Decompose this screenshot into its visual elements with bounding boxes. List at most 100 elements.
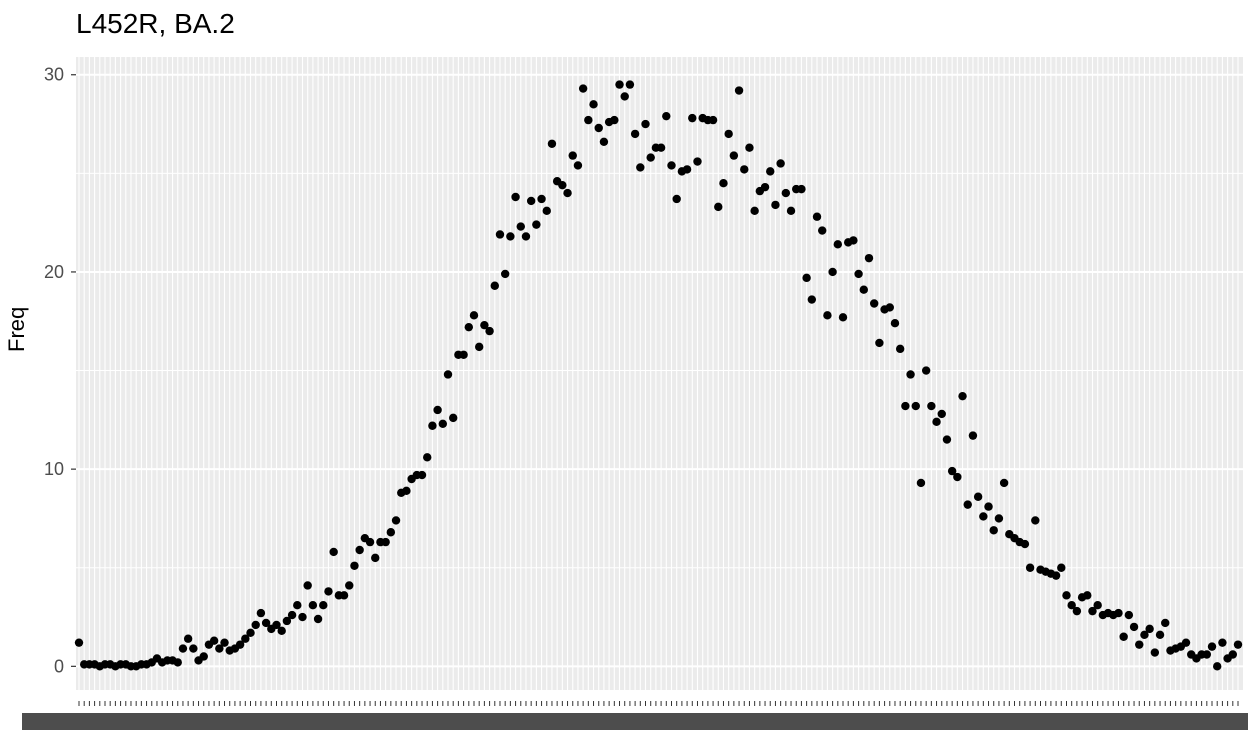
- data-point: [1155, 630, 1165, 639]
- data-point: [807, 295, 817, 304]
- data-point: [740, 165, 749, 174]
- y-tick-label: 30: [44, 65, 64, 85]
- data-point: [183, 634, 193, 643]
- data-point: [979, 512, 988, 521]
- data-point: [74, 638, 84, 647]
- y-tick-label: 20: [44, 262, 64, 282]
- data-point: [220, 638, 229, 647]
- data-point: [459, 350, 468, 359]
- data-point: [449, 413, 458, 423]
- data-point: [558, 180, 567, 190]
- data-point: [895, 344, 905, 354]
- data-point: [589, 100, 598, 109]
- data-point: [1088, 606, 1097, 616]
- data-point: [402, 486, 411, 496]
- data-point: [1233, 640, 1243, 649]
- data-point: [682, 165, 692, 174]
- data-point: [999, 478, 1009, 488]
- data-point: [719, 179, 728, 188]
- data-point: [1202, 650, 1212, 659]
- data-point: [199, 652, 208, 661]
- data-point: [953, 472, 962, 482]
- data-point: [599, 137, 609, 146]
- y-tick-label: 0: [54, 656, 64, 676]
- data-point: [282, 616, 292, 626]
- data-point: [812, 212, 822, 221]
- data-point: [708, 115, 718, 125]
- data-point: [500, 269, 510, 279]
- data-point: [480, 320, 489, 330]
- data-point: [838, 313, 848, 322]
- data-point: [818, 226, 827, 235]
- data-point: [968, 431, 978, 440]
- data-point: [516, 222, 525, 231]
- data-point: [298, 612, 307, 622]
- data-point: [1140, 630, 1149, 639]
- data-point: [869, 299, 879, 308]
- data-point: [1135, 640, 1144, 649]
- data-point: [864, 253, 874, 263]
- data-point: [958, 391, 967, 401]
- data-point: [256, 608, 266, 618]
- y-tick-label: 10: [44, 459, 64, 479]
- data-point: [350, 561, 359, 570]
- data-point: [859, 285, 868, 294]
- data-point: [766, 167, 775, 176]
- data-point: [630, 129, 640, 139]
- data-point: [916, 478, 926, 488]
- data-point: [355, 545, 364, 555]
- data-point: [781, 188, 791, 198]
- data-point: [823, 311, 832, 320]
- data-point: [573, 161, 583, 170]
- data-point: [714, 202, 723, 212]
- data-point: [656, 143, 666, 152]
- data-point: [506, 232, 515, 241]
- data-point: [1020, 539, 1030, 549]
- data-point: [1119, 632, 1128, 641]
- data-point: [578, 84, 588, 93]
- data-point: [942, 435, 952, 444]
- data-point: [1129, 622, 1139, 632]
- data-point: [215, 644, 224, 653]
- data-point: [646, 153, 655, 162]
- data-point: [386, 528, 396, 537]
- data-point: [610, 115, 619, 125]
- data-point: [235, 640, 245, 649]
- data-point: [324, 587, 333, 596]
- data-point: [1062, 591, 1071, 600]
- data-point: [428, 421, 437, 430]
- data-point: [568, 151, 577, 160]
- data-point: [620, 92, 629, 101]
- data-point: [911, 401, 920, 411]
- data-point: [433, 405, 442, 415]
- data-point: [1083, 591, 1092, 600]
- data-point: [875, 338, 884, 348]
- data-point: [625, 80, 635, 89]
- data-point: [797, 184, 806, 194]
- data-point: [1181, 638, 1191, 647]
- x-tick-labels-overlap: [22, 713, 1248, 730]
- data-point: [178, 644, 188, 653]
- data-point: [1025, 563, 1035, 572]
- data-point: [994, 514, 1004, 523]
- data-point: [584, 115, 593, 125]
- data-point: [833, 240, 843, 249]
- data-point: [1114, 608, 1123, 618]
- data-point: [246, 628, 255, 638]
- data-point: [1145, 624, 1154, 634]
- data-point: [729, 151, 739, 160]
- data-point: [1057, 563, 1066, 572]
- data-point: [937, 409, 946, 419]
- data-point: [776, 159, 785, 168]
- data-point: [1072, 606, 1082, 616]
- data-point: [443, 370, 453, 379]
- data-point: [1207, 642, 1217, 651]
- data-point: [287, 610, 297, 620]
- data-point: [251, 620, 260, 630]
- data-point: [329, 547, 338, 557]
- data-point: [1067, 601, 1076, 610]
- data-point: [963, 500, 972, 509]
- data-point: [890, 319, 900, 328]
- data-point: [469, 311, 479, 320]
- vertical-gridlines: [78, 57, 1239, 690]
